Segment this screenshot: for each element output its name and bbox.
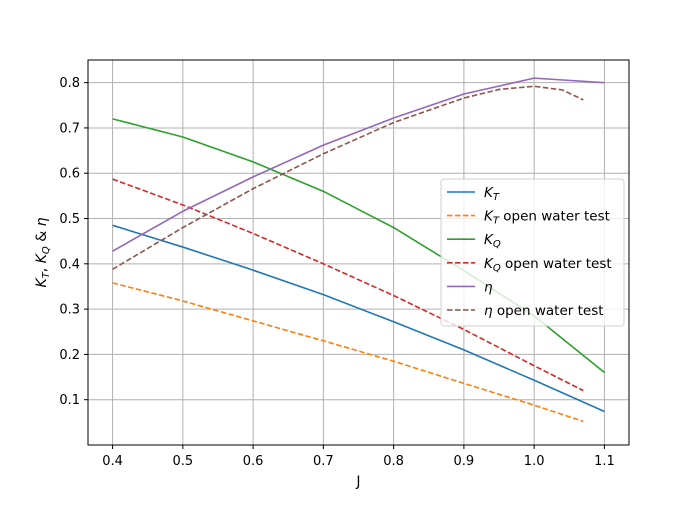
series-line [112, 178, 584, 392]
legend-label: KQ [484, 232, 501, 250]
y-tick-label: 0.8 [59, 76, 80, 91]
x-tick-label: 0.5 [173, 454, 194, 469]
y-axis-label: KT, KQ & η [34, 217, 52, 287]
y-tick-label: 0.6 [59, 167, 80, 182]
legend-label: KT open water test [484, 209, 610, 227]
legend: KT KT open water test KQ KQ open water test… [440, 178, 625, 327]
legend-label: η open water test [484, 303, 604, 319]
y-axis: 0.1 0.2 0.3 0.4 0.5 0.6 0.7 0.8 [59, 76, 88, 408]
y-tick-label: 0.7 [59, 121, 80, 136]
plot-area-frame [87, 59, 630, 446]
legend-label: KQ open water test [484, 256, 612, 274]
series-line [112, 77, 605, 252]
x-tick-label: 1.0 [524, 454, 545, 469]
x-tick-label: 0.7 [313, 454, 334, 469]
x-tick-label: 0.6 [243, 454, 264, 469]
y-tick-label: 0.4 [59, 257, 80, 272]
legend-label: η [484, 279, 493, 295]
x-tick-label: 0.9 [454, 454, 475, 469]
legend-box [440, 178, 625, 327]
legend-label: KT [484, 185, 500, 203]
series-line [112, 282, 584, 423]
y-tick-label: 0.1 [59, 393, 80, 408]
x-axis-label: J [355, 474, 360, 490]
y-tick-label: 0.5 [59, 212, 80, 227]
x-tick-label: 1.1 [594, 454, 615, 469]
x-tick-label: 0.8 [383, 454, 404, 469]
x-axis: 0.4 0.5 0.6 0.7 0.8 0.9 1.0 1.1 [102, 445, 615, 469]
y-tick-label: 0.2 [59, 348, 80, 363]
x-tick-label: 0.4 [102, 454, 123, 469]
series-line [112, 224, 605, 413]
series-line [112, 85, 584, 270]
y-tick-label: 0.3 [59, 303, 80, 318]
